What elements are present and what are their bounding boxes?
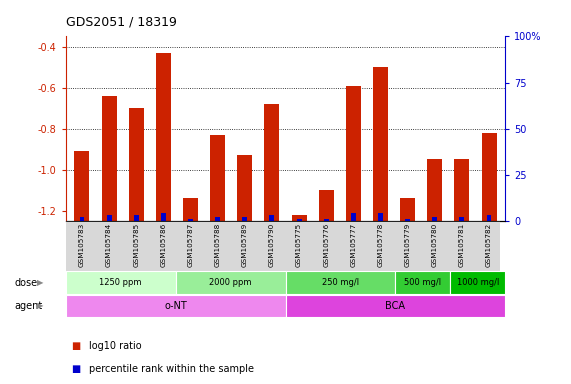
Text: GSM105783: GSM105783 <box>79 223 85 267</box>
Bar <box>319 190 333 221</box>
Bar <box>161 214 166 221</box>
Text: GSM105786: GSM105786 <box>160 223 166 267</box>
Bar <box>286 271 395 294</box>
Bar <box>264 104 279 221</box>
Bar <box>176 271 286 294</box>
Text: GSM105787: GSM105787 <box>187 223 194 267</box>
Text: agent: agent <box>14 301 42 311</box>
Text: GDS2051 / 18319: GDS2051 / 18319 <box>66 15 176 28</box>
Bar <box>324 219 329 221</box>
Bar <box>66 271 176 294</box>
Bar <box>432 217 437 221</box>
Bar <box>102 96 116 221</box>
Text: GSM105778: GSM105778 <box>377 223 384 267</box>
Text: dose: dose <box>14 278 37 288</box>
Bar <box>74 151 90 221</box>
Bar <box>156 53 171 221</box>
Text: GSM105781: GSM105781 <box>459 223 465 267</box>
Text: GSM105782: GSM105782 <box>486 223 492 267</box>
Text: ■: ■ <box>71 364 81 374</box>
Bar <box>129 108 144 221</box>
Bar <box>451 271 505 294</box>
Bar <box>66 295 286 317</box>
Bar <box>188 219 193 221</box>
Text: GSM105779: GSM105779 <box>405 223 411 267</box>
Bar <box>292 215 307 221</box>
Text: GSM105784: GSM105784 <box>106 223 112 267</box>
Bar <box>134 215 139 221</box>
Text: GSM105776: GSM105776 <box>323 223 329 267</box>
Bar <box>242 217 247 221</box>
Bar <box>296 219 301 221</box>
Bar <box>455 159 469 221</box>
Bar <box>400 198 415 221</box>
Text: GSM105780: GSM105780 <box>432 223 438 267</box>
Bar <box>107 215 111 221</box>
Bar <box>183 198 198 221</box>
Bar <box>286 295 505 317</box>
Bar <box>351 214 356 221</box>
Text: GSM105775: GSM105775 <box>296 223 302 267</box>
Text: 250 mg/l: 250 mg/l <box>322 278 359 287</box>
Text: BCA: BCA <box>385 301 405 311</box>
Bar <box>405 219 410 221</box>
Text: GSM105790: GSM105790 <box>269 223 275 267</box>
Text: 2000 ppm: 2000 ppm <box>210 278 252 287</box>
Text: GSM105785: GSM105785 <box>133 223 139 267</box>
Text: ▶: ▶ <box>37 278 43 287</box>
Bar <box>378 214 383 221</box>
Bar <box>486 215 492 221</box>
Bar <box>427 159 442 221</box>
Bar <box>210 135 225 221</box>
Text: GSM105777: GSM105777 <box>351 223 356 267</box>
Bar <box>238 155 252 221</box>
Bar <box>79 217 85 221</box>
Bar <box>215 217 220 221</box>
Bar <box>395 271 451 294</box>
Text: ■: ■ <box>71 341 81 351</box>
Bar <box>373 67 388 221</box>
Text: GSM105788: GSM105788 <box>215 223 220 267</box>
Text: log10 ratio: log10 ratio <box>89 341 141 351</box>
Text: ▶: ▶ <box>37 301 43 310</box>
Bar <box>270 215 275 221</box>
Text: 1000 mg/l: 1000 mg/l <box>457 278 499 287</box>
Text: 1250 ppm: 1250 ppm <box>99 278 142 287</box>
Text: 500 mg/l: 500 mg/l <box>404 278 441 287</box>
Bar <box>460 217 464 221</box>
Bar <box>481 133 497 221</box>
Text: percentile rank within the sample: percentile rank within the sample <box>89 364 254 374</box>
Text: GSM105789: GSM105789 <box>242 223 248 267</box>
Text: o-NT: o-NT <box>164 301 187 311</box>
Bar <box>346 86 361 221</box>
